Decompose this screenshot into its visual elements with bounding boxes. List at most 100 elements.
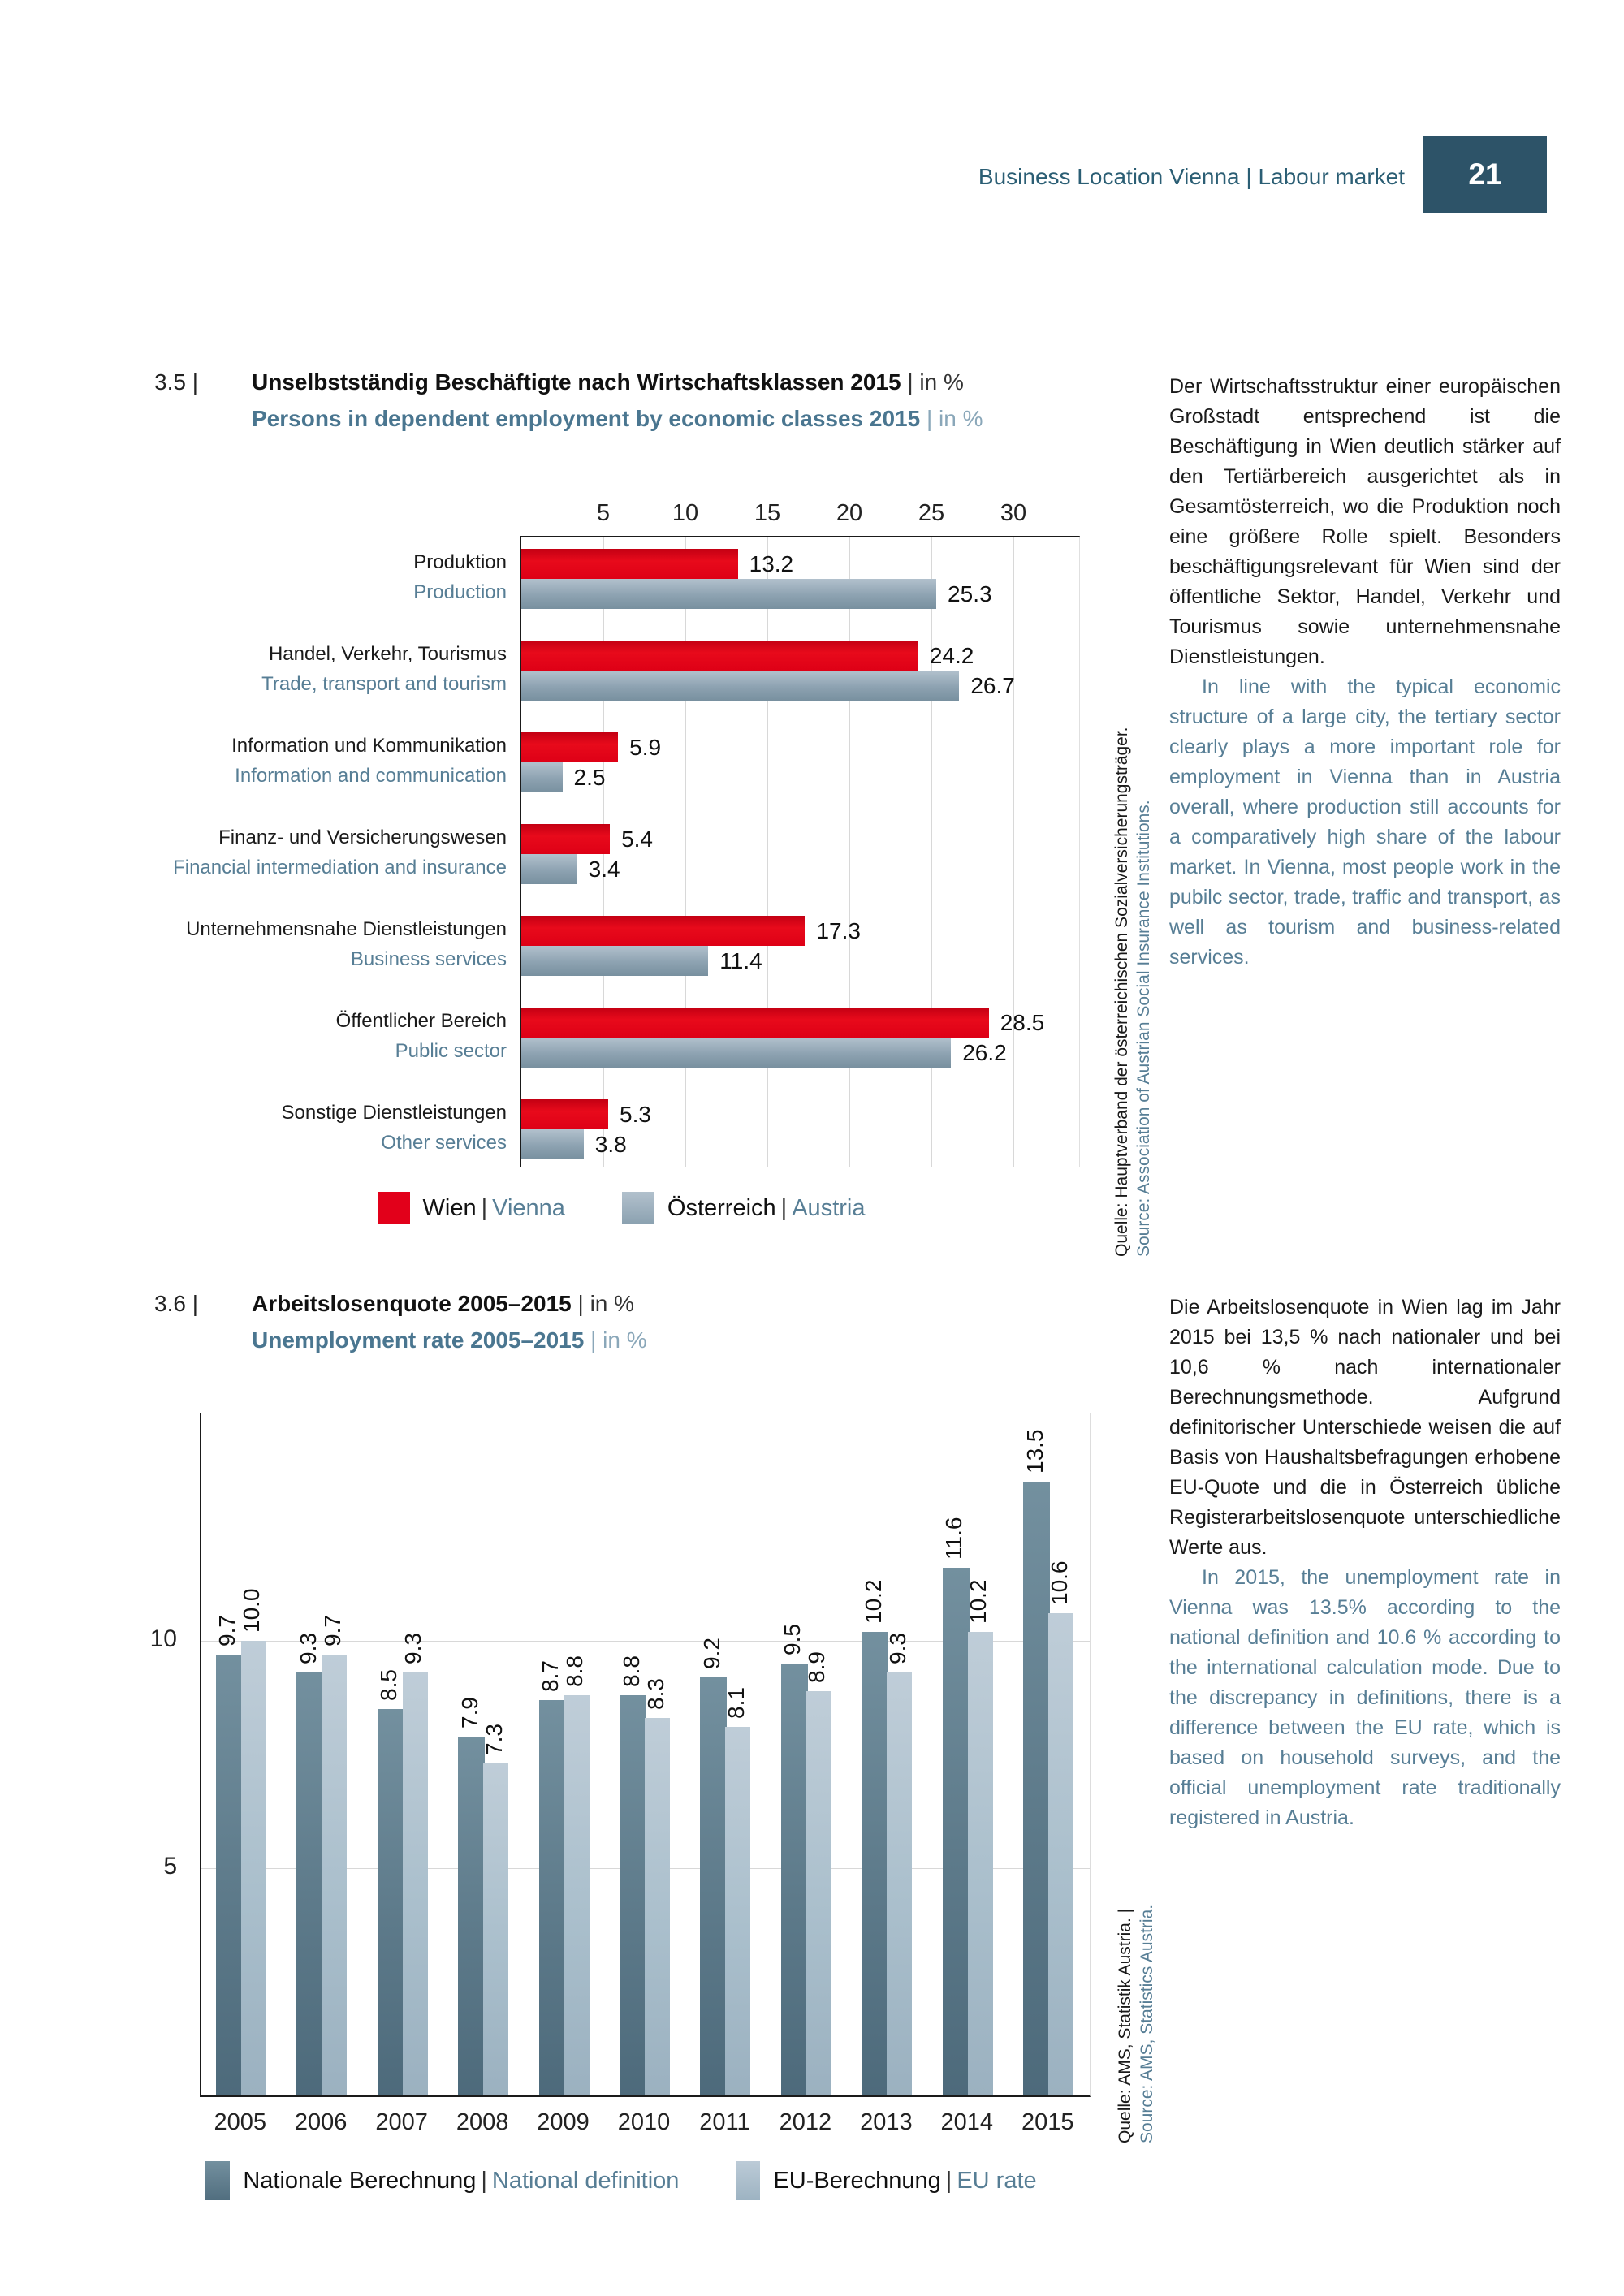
year-label: 2007 <box>375 2109 428 2135</box>
value-label: 24.2 <box>929 643 974 668</box>
category-label-de: Öffentlicher Bereich <box>335 1010 507 1032</box>
value-label: 10.2 <box>860 1579 886 1624</box>
chart1-title-de: Unselbstständig Beschäftigte nach Wirtsc… <box>252 369 901 395</box>
chart2-plot-area: 9.7 10.0 9.3 9.7 8.5 9.3 7.9 7.3 8.7 8.8 8.8 8.3 9.2… <box>200 1413 1091 2097</box>
bar-wien <box>521 1008 989 1038</box>
category-label-de: Finanz- und Versicherungswesen <box>218 826 507 848</box>
chart2-unit-en: | in % <box>590 1327 647 1353</box>
bar-group: 5.4 3.4 <box>521 824 1079 884</box>
value-label: 10.2 <box>965 1579 991 1624</box>
chart2-subtitle: Unemployment rate 2005–2015 | in % <box>154 1327 647 1353</box>
bar-eu <box>725 1727 751 2095</box>
legend-entry-vienna: Wien | Vienna <box>377 1192 565 1224</box>
year-label: 2010 <box>617 2109 671 2135</box>
bar-national <box>1023 1482 1051 2095</box>
chart2-source: Quelle: AMS, Statistik Austria. | Source… <box>1114 1905 1158 2143</box>
body-text-1: Der Wirtschaftsstruktur einer europäisch… <box>1169 372 1561 973</box>
value-label: 28.5 <box>1000 1010 1045 1035</box>
bar-national <box>377 1709 404 2095</box>
chart2-number: 3.6 | <box>154 1291 198 1316</box>
page-header: Business Location Vienna | Labour market <box>978 164 1405 189</box>
chart1-subtitle: Persons in dependent employment by econo… <box>154 406 983 432</box>
bar-eu <box>887 1672 913 2095</box>
bar-eu <box>645 1718 670 2095</box>
value-label: 8.9 <box>804 1651 830 1683</box>
value-label: 26.7 <box>970 673 1015 698</box>
bar-wien <box>521 549 738 579</box>
body-text-2-en: In 2015, the unemployment rate in Vienna… <box>1169 1566 1561 1829</box>
bar-austria <box>521 1038 952 1068</box>
category-label-en: Other services <box>381 1132 507 1154</box>
legend-entry-eu: EU-Berechnung | EU rate <box>736 2161 1037 2200</box>
value-label: 5.3 <box>620 1102 651 1127</box>
x-axis-tick-label: 20 <box>836 500 863 526</box>
category-label-en: Business services <box>350 948 507 970</box>
category-label: Handel, Verkehr, Tourismus Trade, transpo… <box>154 639 520 699</box>
value-label: 7.3 <box>481 1724 507 1756</box>
legend-nat-en: National definition <box>491 2167 680 2194</box>
value-label: 9.3 <box>400 1633 426 1665</box>
bar-national <box>215 1654 243 2095</box>
value-label: 17.3 <box>816 918 861 943</box>
category-label: Information und Kommunikation Information… <box>154 731 520 791</box>
bar-group: 17.3 11.4 <box>521 916 1079 976</box>
chart2-title-de: Arbeitslosenquote 2005–2015 <box>252 1291 572 1316</box>
gridline <box>1013 537 1014 1167</box>
value-label: 9.2 <box>698 1637 724 1669</box>
category-label-de: Produktion <box>413 551 507 573</box>
page-number-badge: 21 <box>1423 136 1547 213</box>
bar-austria <box>521 762 563 792</box>
bar-group: 5.3 3.8 <box>521 1099 1079 1159</box>
category-label-de: Sonstige Dienstleistungen <box>281 1102 507 1124</box>
value-label: 8.3 <box>642 1678 668 1711</box>
gridline <box>201 1641 1090 1642</box>
value-label: 8.7 <box>538 1659 564 1692</box>
x-axis-tick-label: 25 <box>918 500 945 526</box>
year-label: 2008 <box>456 2109 509 2135</box>
chart1-source: Quelle: Hauptverband der österreichische… <box>1111 727 1155 1257</box>
chart2-y-axis-labels: 10 5 <box>143 1413 188 2095</box>
bar-group: 28.5 26.2 <box>521 1008 1079 1068</box>
body-text-2-de: Die Arbeitslosenquote in Wien lag im Jah… <box>1169 1296 1561 1559</box>
chart2-title-en: Unemployment rate 2005–2015 <box>252 1327 585 1353</box>
value-label: 5.9 <box>629 735 662 760</box>
x-axis-tick-label: 5 <box>596 500 611 526</box>
category-label: Produktion Production <box>154 547 520 607</box>
value-label: 9.7 <box>319 1614 345 1646</box>
chart1-source-de: Quelle: Hauptverband der österreichische… <box>1112 727 1131 1257</box>
bar-wien <box>521 1099 609 1129</box>
chart2-title: 3.6 | Arbeitslosenquote 2005–2015 | in % <box>154 1291 634 1317</box>
value-label: 8.8 <box>562 1655 588 1688</box>
legend-nat-de: Nationale Berechnung <box>243 2167 477 2194</box>
category-label-de: Information und Kommunikation <box>231 735 507 757</box>
year-label: 2011 <box>699 2109 750 2135</box>
bar-national <box>700 1677 728 2095</box>
chart1-category-labels: Produktion Production Handel, Verkehr, Tou… <box>154 536 520 1189</box>
value-label: 3.4 <box>588 857 620 882</box>
legend-wien-en: Vienna <box>492 1194 565 1221</box>
austria-swatch-icon <box>621 1192 654 1224</box>
bar-national <box>620 1695 646 2095</box>
value-label: 7.9 <box>456 1696 482 1728</box>
bar-group: 13.2 25.3 <box>521 549 1079 609</box>
category-label: Öffentlicher Bereich Public sector <box>154 1006 520 1066</box>
bar-national <box>538 1699 566 2095</box>
value-label: 9.3 <box>295 1633 321 1665</box>
category-label-en: Trade, transport and tourism <box>261 673 507 695</box>
chart1-title-en: Persons in dependent employment by econo… <box>252 406 921 431</box>
value-label: 13.5 <box>1021 1429 1047 1474</box>
chart1-source-en: Source: Association of Austrian Social I… <box>1134 800 1153 1257</box>
year-label: 2012 <box>779 2109 832 2135</box>
bar-wien <box>521 732 619 762</box>
year-label: 2015 <box>1021 2109 1074 2135</box>
legend-entry-national: Nationale Berechnung | National definition <box>205 2161 679 2200</box>
chart2-x-axis-labels: 2005 2006 2007 2008 2009 2010 2011 2012 2013 2014… <box>200 2109 1088 2136</box>
year-label: 2009 <box>537 2109 590 2135</box>
eu-swatch-icon <box>736 2161 761 2200</box>
legend-at-de: Österreich <box>667 1194 776 1221</box>
chart1-legend: Wien | Vienna Österreich | Austria <box>154 1192 1088 1224</box>
vienna-swatch-icon <box>377 1192 410 1224</box>
bar-national <box>780 1664 808 2095</box>
chart1-unit-en: | in % <box>926 406 983 431</box>
